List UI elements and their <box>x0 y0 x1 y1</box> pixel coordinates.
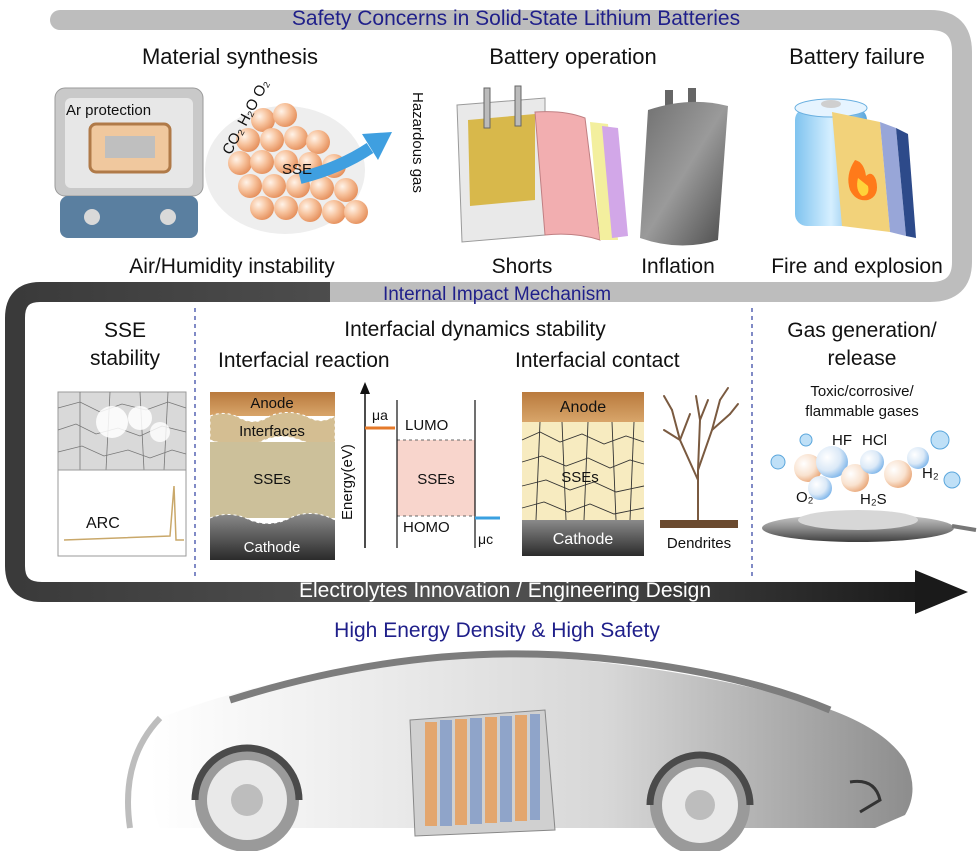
mu-a-label: μa <box>372 407 388 423</box>
reaction-cathode-label: Cathode <box>243 539 301 556</box>
contact-cathode-label: Cathode <box>552 531 614 548</box>
inflation-caption: Inflation <box>641 255 715 278</box>
contact-anode-label: Anode <box>559 399 607 416</box>
reaction-interfaces-label: Interfaces <box>239 423 305 440</box>
h2s-label: H₂S <box>860 491 887 508</box>
arc-label: ARC <box>86 515 120 532</box>
battery-operation-heading: Battery operation <box>489 44 657 69</box>
mechanism-title: Internal Impact Mechanism <box>382 284 612 305</box>
material-synthesis-heading: Material synthesis <box>141 44 319 69</box>
h2-label: H₂ <box>922 465 939 482</box>
contact-sses-label: SSEs <box>561 469 599 486</box>
air-humidity-caption: Air/Humidity instability <box>129 255 335 278</box>
fire-explosion-caption: Fire and explosion <box>771 255 943 278</box>
dendrites-label: Dendrites <box>666 535 732 552</box>
sse-stability-heading-2: stability <box>89 347 161 370</box>
mu-c-label: μc <box>478 531 494 547</box>
gas-generation-heading-2: release <box>827 347 897 370</box>
figure-title: Safety Concerns in Solid-State Lithium B… <box>291 7 741 30</box>
interfacial-contact-heading: Interfacial contact <box>515 349 680 372</box>
sse-particle-label: SSE <box>282 161 313 178</box>
hazardous-gas-label: Hazardous gas <box>409 92 426 193</box>
reaction-sses-label: SSEs <box>253 471 291 488</box>
interfacial-dynamics-heading: Interfacial dynamics stability <box>344 318 606 341</box>
energy-axis-label: Energy(eV) <box>339 444 356 520</box>
interfacial-reaction-heading: Interfacial reaction <box>218 349 390 372</box>
toxic-gases-line-2: flammable gases <box>805 403 919 420</box>
shorts-caption: Shorts <box>491 255 553 278</box>
flow-arrow-label: Electrolytes Innovation / Engineering De… <box>298 579 712 602</box>
ar-protection-label: Ar protection <box>66 102 152 119</box>
hf-label: HF <box>832 432 852 449</box>
band-sses-label: SSEs <box>417 471 455 488</box>
lumo-label: LUMO <box>405 417 449 434</box>
reaction-anode-label: Anode <box>250 395 294 412</box>
o2-label: O₂ <box>796 489 814 506</box>
battery-failure-heading: Battery failure <box>789 44 925 69</box>
hcl-label: HCl <box>862 432 887 449</box>
homo-label: HOMO <box>403 519 450 536</box>
gas-generation-heading-1: Gas generation/ <box>787 319 937 342</box>
toxic-gases-line-1: Toxic/corrosive/ <box>810 383 914 400</box>
goal-label: High Energy Density & High Safety <box>334 619 660 642</box>
sse-stability-heading-1: SSE <box>103 319 147 342</box>
